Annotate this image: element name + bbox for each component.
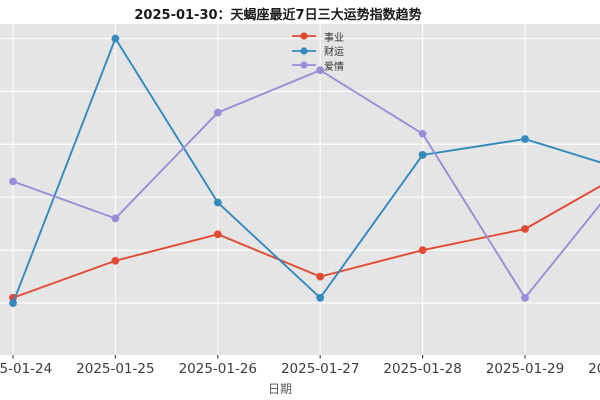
data-point-wealth bbox=[316, 293, 325, 302]
legend-label: 财运 bbox=[324, 47, 344, 59]
legend-item-love: 爱情 bbox=[291, 58, 344, 73]
legend-marker-icon bbox=[292, 32, 316, 40]
data-point-love bbox=[213, 108, 222, 117]
legend-label: 事业 bbox=[324, 32, 344, 44]
legend-marker-icon bbox=[292, 61, 316, 69]
legend-item-wealth: 财运 bbox=[291, 44, 344, 59]
data-point-wealth bbox=[418, 151, 427, 159]
legend-label: 爱情 bbox=[324, 61, 344, 73]
data-point-wealth bbox=[9, 299, 17, 307]
data-point-love bbox=[9, 177, 17, 186]
data-point-love bbox=[521, 293, 529, 302]
data-point-career bbox=[111, 256, 120, 265]
data-point-love bbox=[316, 66, 325, 75]
x-axis-title: 日期 bbox=[267, 382, 293, 396]
data-point-career bbox=[316, 272, 325, 281]
data-point-wealth bbox=[111, 34, 120, 43]
data-point-career bbox=[418, 246, 427, 255]
chart-title: 2025-01-30：天蝎座最近7日三大运势指数趋势 bbox=[134, 8, 422, 23]
data-point-career bbox=[521, 225, 529, 233]
data-point-love bbox=[111, 214, 120, 223]
legend: 事业 财运 爱情 bbox=[291, 29, 344, 73]
legend-marker-icon bbox=[292, 47, 316, 55]
legend-item-career: 事业 bbox=[291, 29, 344, 44]
data-point-career bbox=[213, 230, 222, 239]
data-point-wealth bbox=[521, 135, 529, 143]
data-point-love bbox=[418, 129, 427, 138]
data-point-wealth bbox=[213, 198, 222, 207]
plot-area bbox=[0, 24, 600, 355]
